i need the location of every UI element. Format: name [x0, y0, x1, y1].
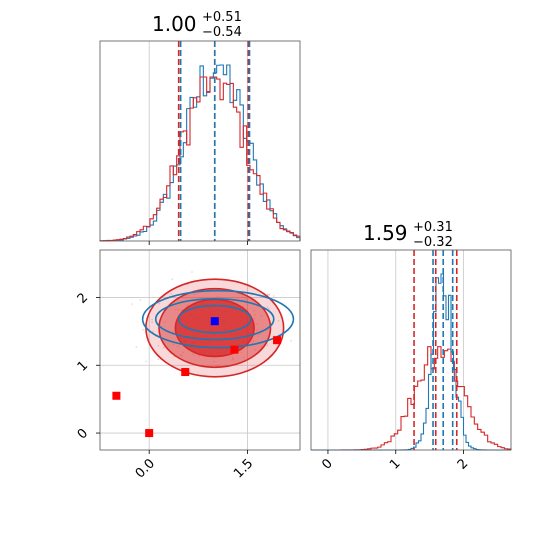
red-square-marker	[230, 345, 239, 354]
sample-dot	[198, 354, 200, 357]
sample-dot	[152, 330, 154, 333]
blue-contour	[141, 289, 295, 349]
param1-title-plus: +0.31	[413, 220, 453, 235]
scatter-y-tick-label: 2	[75, 290, 91, 306]
sample-dot	[135, 346, 138, 348]
sample-dot	[253, 317, 256, 320]
sample-dot	[172, 343, 175, 346]
sample-dot	[245, 298, 247, 301]
sample-dot	[145, 360, 148, 363]
sample-dot	[216, 295, 219, 298]
scatter-y-tick-label: 1	[75, 358, 91, 374]
red-square-marker	[112, 391, 121, 400]
param1-hist-blue	[311, 273, 511, 451]
sample-dot	[158, 302, 161, 305]
param0-frame	[99, 40, 301, 242]
sample-dot	[164, 321, 166, 323]
sample-dot	[151, 321, 153, 324]
sample-dot	[142, 328, 144, 331]
param1-x-tick-label: 2	[455, 456, 471, 472]
param1-title: 1.59 +0.31 −0.32	[363, 220, 453, 250]
sample-dot	[231, 357, 234, 359]
param0-title-value: 1.00	[152, 12, 197, 36]
scatter-x-tick-label: 1.5	[231, 456, 256, 481]
param1-x-tick-label: 1	[387, 456, 403, 472]
sample-dot	[173, 330, 175, 333]
param0-histogram-panel	[99, 40, 301, 245]
sample-dot	[157, 344, 160, 347]
param1-histogram-panel: 0 1 2	[310, 249, 512, 473]
sample-dot	[260, 346, 263, 348]
sample-dot	[171, 278, 174, 281]
sample-dot	[176, 345, 179, 348]
param1-title-value: 1.59	[363, 221, 408, 245]
sample-dot	[232, 358, 235, 361]
sample-dot	[272, 295, 275, 297]
param0-title-minus: −0.54	[202, 25, 242, 40]
param1-x-tick-label: 0	[319, 456, 335, 472]
sample-dot	[266, 306, 269, 308]
red-square-marker	[145, 429, 154, 438]
sample-dot	[254, 314, 256, 316]
blue-square-marker	[210, 317, 219, 326]
scatter-y-tick-label: 0	[75, 426, 91, 442]
sample-dot	[260, 314, 263, 317]
sample-dot	[251, 342, 254, 344]
sample-dot	[243, 356, 245, 359]
sample-dot	[268, 294, 271, 296]
param1-title-minus: −0.32	[413, 235, 453, 250]
param0-title: 1.00 +0.51 −0.54	[152, 10, 242, 40]
sample-dot	[187, 283, 189, 286]
param1-frame	[310, 249, 512, 451]
red-square-marker	[181, 368, 190, 377]
sample-dot	[277, 319, 280, 322]
sample-dot	[191, 271, 193, 273]
sample-dot	[290, 339, 293, 342]
sample-dot	[216, 364, 219, 367]
sample-dot	[253, 309, 256, 312]
sample-dot	[259, 333, 261, 336]
sample-dot	[237, 292, 240, 295]
sample-dot	[254, 349, 256, 351]
sample-dot	[256, 322, 259, 325]
sample-dot	[182, 351, 184, 354]
sample-dot	[157, 358, 160, 361]
sample-dot	[175, 309, 177, 311]
sample-dot	[170, 293, 173, 295]
blue-contour	[154, 298, 275, 341]
sample-dot	[163, 346, 165, 349]
param0-hist-red	[99, 76, 301, 242]
sample-dot	[177, 309, 180, 311]
param1-hist-red	[311, 346, 512, 451]
sample-dot	[266, 293, 269, 296]
scatter-frame	[99, 249, 301, 451]
joint-scatter-panel: 0.0 1.5 0 1 2	[75, 249, 301, 481]
scatter-x-tick-label: 0.0	[133, 456, 158, 481]
red-square-marker	[273, 336, 282, 345]
sample-dot	[151, 318, 153, 321]
sample-dot	[267, 308, 270, 310]
sample-dot	[193, 293, 196, 296]
sample-dot	[192, 353, 195, 356]
sample-dot	[213, 360, 216, 363]
sample-dot	[180, 354, 183, 357]
blue-contour	[177, 304, 252, 334]
sample-dot	[180, 309, 182, 311]
sample-dot	[186, 304, 189, 306]
param0-title-plus: +0.51	[202, 10, 242, 25]
sample-dot	[240, 351, 243, 354]
sample-dot	[257, 335, 259, 337]
sample-dot	[256, 329, 258, 331]
sample-dot	[252, 340, 255, 342]
sample-dot	[139, 299, 142, 301]
sample-dot	[266, 344, 269, 346]
sample-dot	[131, 303, 133, 305]
